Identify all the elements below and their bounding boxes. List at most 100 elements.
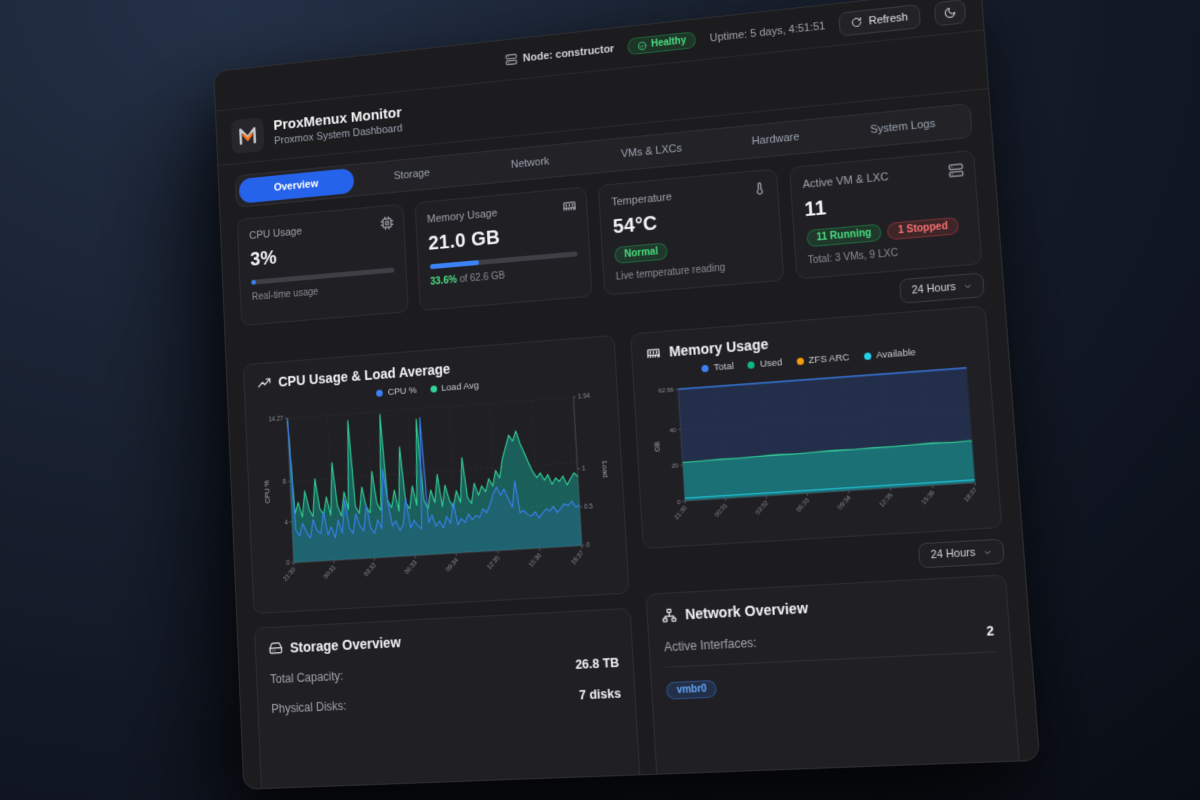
legend-dot <box>376 389 384 397</box>
storage-overview-card: Storage Overview Total Capacity: 26.8 TB… <box>254 607 645 790</box>
time-range-select[interactable]: 24 Hours <box>899 272 985 304</box>
svg-text:GB: GB <box>654 441 662 452</box>
server-icon <box>505 53 518 67</box>
svg-text:62.56: 62.56 <box>659 387 675 394</box>
storage-row-disks: Physical Disks: 7 disks <box>271 685 622 716</box>
time-range-select-secondary[interactable]: 24 Hours <box>918 538 1005 569</box>
legend-dot <box>796 357 804 366</box>
proxmenux-logo <box>230 116 265 154</box>
trending-up-icon <box>257 375 271 391</box>
cpu-load-chart: 21:30 00:31 03:32 06:33 09:34 12:35 15:36 18:37… <box>264 393 608 583</box>
cpu-value: 3% <box>249 247 278 271</box>
tab-hardware[interactable]: Hardware <box>712 120 839 158</box>
vm-count-value: 11 <box>803 197 828 222</box>
chevron-down-icon <box>963 281 973 291</box>
svg-text:0: 0 <box>677 499 682 506</box>
cpu-load-chart-card: CPU Usage & Load Average CPU % Load Avg … <box>242 334 630 614</box>
temperature-card: Temperature 54°C Normal Live temperature… <box>597 168 784 296</box>
svg-text:20: 20 <box>672 463 680 470</box>
tab-system-logs[interactable]: System Logs <box>838 108 969 147</box>
moon-icon <box>943 6 956 19</box>
svg-text:15:36: 15:36 <box>921 489 937 506</box>
refresh-button[interactable]: Refresh <box>838 3 922 37</box>
svg-text:1: 1 <box>582 465 586 473</box>
svg-text:0: 0 <box>286 560 290 567</box>
theme-toggle-button[interactable] <box>933 0 967 26</box>
memory-usage-card: Memory Usage 21.0 GB 33.6% of 62.6 GB <box>414 186 593 312</box>
tab-overview[interactable]: Overview <box>238 167 355 204</box>
network-overview-card: Network Overview Active Interfaces: 2 vm… <box>645 574 1024 790</box>
svg-text:1.94: 1.94 <box>578 393 591 401</box>
memory-icon <box>646 345 662 361</box>
memory-chart: 21:30 00:31 03:32 06:33 09:34 12:35 15:36 18:37… <box>654 358 980 522</box>
chart-title: Memory Usage <box>668 335 769 360</box>
stat-subtext: Real-time usage <box>251 286 319 304</box>
main-content: Overview Storage Network VMs & LXCs Hard… <box>218 89 1040 790</box>
legend-dot <box>747 361 756 369</box>
storage-row-capacity: Total Capacity: 26.8 TB <box>269 655 620 686</box>
hard-drive-icon <box>268 640 282 656</box>
svg-text:06:33: 06:33 <box>404 559 420 576</box>
server-icon <box>948 162 965 179</box>
stat-subtext: Total: 3 VMs, 9 LXC <box>807 247 899 267</box>
node-indicator: Node: constructor <box>505 42 615 66</box>
legend-dot <box>863 352 872 361</box>
total-capacity-value: 26.8 TB <box>574 655 620 672</box>
svg-text:12:35: 12:35 <box>486 554 502 571</box>
memory-chart-card: Memory Usage Total Used ZFS ARC Availabl… <box>630 305 1003 550</box>
svg-text:21:30: 21:30 <box>674 505 689 522</box>
vms-running-badge: 11 Running <box>805 223 883 248</box>
svg-text:0.5: 0.5 <box>584 503 594 511</box>
health-badge: Healthy <box>627 31 697 56</box>
svg-text:15:36: 15:36 <box>528 551 544 568</box>
memory-value: 21.0 GB <box>427 226 501 255</box>
svg-text:Load: Load <box>600 461 608 478</box>
svg-text:18:37: 18:37 <box>570 549 586 566</box>
stat-subtext: Live temperature reading <box>615 262 726 283</box>
svg-text:18:37: 18:37 <box>964 486 980 503</box>
svg-text:0: 0 <box>586 542 590 550</box>
tab-vms-lxcs[interactable]: VMs & LXCs <box>590 133 714 171</box>
temperature-value: 54°C <box>612 212 659 239</box>
svg-text:00:31: 00:31 <box>322 564 337 581</box>
cpu-usage-card: CPU Usage 3% Real-time usage <box>236 203 409 327</box>
tab-network[interactable]: Network <box>470 145 591 182</box>
svg-text:8: 8 <box>283 479 287 486</box>
svg-text:09:34: 09:34 <box>838 494 854 511</box>
svg-text:21:30: 21:30 <box>282 566 297 583</box>
svg-text:CPU %: CPU % <box>264 480 272 504</box>
interface-badge: vmbr0 <box>666 680 718 701</box>
memory-icon <box>562 198 577 214</box>
check-circle-icon <box>637 40 647 51</box>
dashboard-window: Node: constructor Healthy Uptime: 5 days… <box>213 0 1041 790</box>
card-title: Storage Overview <box>289 633 402 656</box>
svg-text:03:32: 03:32 <box>755 500 771 517</box>
active-vm-lxc-card: Active VM & LXC 11 11 Running 1 Stopped … <box>788 149 983 280</box>
physical-disks-value: 7 disks <box>578 685 622 703</box>
card-title: Network Overview <box>684 599 809 623</box>
network-row-interfaces: Active Interfaces: 2 <box>663 624 995 655</box>
svg-text:12:35: 12:35 <box>879 492 895 509</box>
svg-text:40: 40 <box>670 428 678 435</box>
active-interfaces-value: 2 <box>986 624 995 640</box>
network-icon <box>662 607 678 623</box>
chevron-down-icon <box>982 547 992 557</box>
divider <box>665 651 996 669</box>
tab-storage[interactable]: Storage <box>353 156 471 192</box>
svg-text:00:31: 00:31 <box>715 502 731 519</box>
node-label: Node: constructor <box>522 42 615 65</box>
svg-text:06:33: 06:33 <box>796 497 812 514</box>
svg-text:03:32: 03:32 <box>363 561 379 578</box>
svg-text:4: 4 <box>284 519 288 526</box>
temperature-status-badge: Normal <box>614 242 669 264</box>
thermometer-icon <box>751 180 767 196</box>
legend-dot <box>701 364 710 373</box>
stat-subtext: 33.6% of 62.6 GB <box>430 270 506 288</box>
refresh-icon <box>851 16 863 28</box>
legend-dot <box>429 385 437 393</box>
vms-stopped-badge: 1 Stopped <box>887 216 959 241</box>
svg-text:14.27: 14.27 <box>268 416 283 424</box>
uptime-label: Uptime: 5 days, 4:51:51 <box>709 19 826 45</box>
svg-text:09:34: 09:34 <box>445 556 461 573</box>
cpu-icon <box>379 215 394 231</box>
